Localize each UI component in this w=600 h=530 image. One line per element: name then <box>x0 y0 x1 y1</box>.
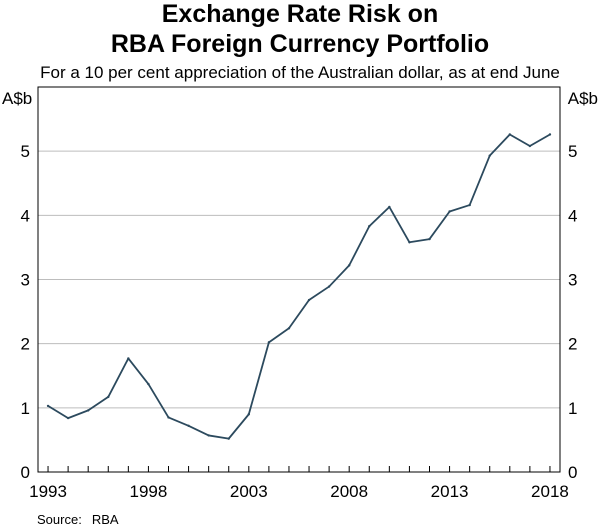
chart-subtitle: For a 10 per cent appreciation of the Au… <box>40 63 560 82</box>
x-tick-label-2018: 2018 <box>531 482 569 501</box>
data-point-2016 <box>508 133 512 136</box>
data-point-1997 <box>127 357 130 360</box>
data-point-1996 <box>107 395 110 399</box>
y-tick-label-left-1: 1 <box>21 399 30 418</box>
plot-border <box>37 86 561 473</box>
plot-frame <box>37 86 561 473</box>
y-axis-unit-left: A$b <box>2 89 32 108</box>
data-point-2007 <box>327 285 331 288</box>
y-tick-label-right-1: 1 <box>568 399 577 418</box>
data-point-2009 <box>368 225 371 228</box>
x-tick-label-2003: 2003 <box>230 482 268 501</box>
source-note: Source: RBA <box>37 512 129 528</box>
x-tick-label-2008: 2008 <box>330 482 368 501</box>
data-point-1993 <box>46 404 50 408</box>
y-tick-label-left-5: 5 <box>21 142 30 161</box>
data-point-2008 <box>347 264 351 267</box>
data-point-2012 <box>428 237 431 241</box>
data-point-2005 <box>287 327 291 330</box>
gridlines <box>38 150 560 409</box>
data-point-2002 <box>227 437 230 440</box>
data-point-2015 <box>488 154 491 157</box>
data-point-1995 <box>86 409 90 412</box>
chart-title-line-2: RBA Foreign Currency Portfolio <box>110 30 490 58</box>
y-tick-label-left-4: 4 <box>21 206 30 225</box>
y-tick-label-right-5: 5 <box>568 142 577 161</box>
data-point-2004 <box>267 341 271 344</box>
data-point-2010 <box>388 205 391 209</box>
x-tick-label-1998: 1998 <box>130 482 168 501</box>
source-label: Source: <box>37 512 82 527</box>
y-tick-label-left-0: 0 <box>21 463 30 482</box>
chart-title-line-1: Exchange Rate Risk on <box>161 0 439 28</box>
data-point-2006 <box>307 298 311 302</box>
series-line-0 <box>47 133 551 440</box>
x-tick-label-2013: 2013 <box>431 482 469 501</box>
source-value: RBA <box>91 512 119 527</box>
y-tick-label-left-2: 2 <box>21 335 30 354</box>
x-tick-label-1993: 1993 <box>29 482 67 501</box>
data-point-1998 <box>147 382 150 386</box>
data-point-2014 <box>468 203 471 207</box>
y-tick-label-right-0: 0 <box>568 463 577 482</box>
y-tick-label-right-4: 4 <box>568 206 577 225</box>
y-tick-label-left-3: 3 <box>21 271 30 290</box>
series-group <box>46 133 552 440</box>
data-point-2001 <box>207 434 210 437</box>
data-point-2011 <box>408 241 411 244</box>
data-point-2018 <box>548 133 552 136</box>
y-tick-label-right-3: 3 <box>568 271 577 290</box>
data-point-2000 <box>187 424 190 427</box>
data-point-2017 <box>528 144 532 148</box>
data-point-2003 <box>247 413 251 416</box>
y-axis-unit-right: A$b <box>568 89 598 108</box>
data-point-1999 <box>167 416 170 419</box>
axis-ticks <box>47 466 551 472</box>
data-point-2013 <box>448 210 451 213</box>
data-point-1994 <box>66 416 70 420</box>
y-tick-label-right-2: 2 <box>568 335 577 354</box>
